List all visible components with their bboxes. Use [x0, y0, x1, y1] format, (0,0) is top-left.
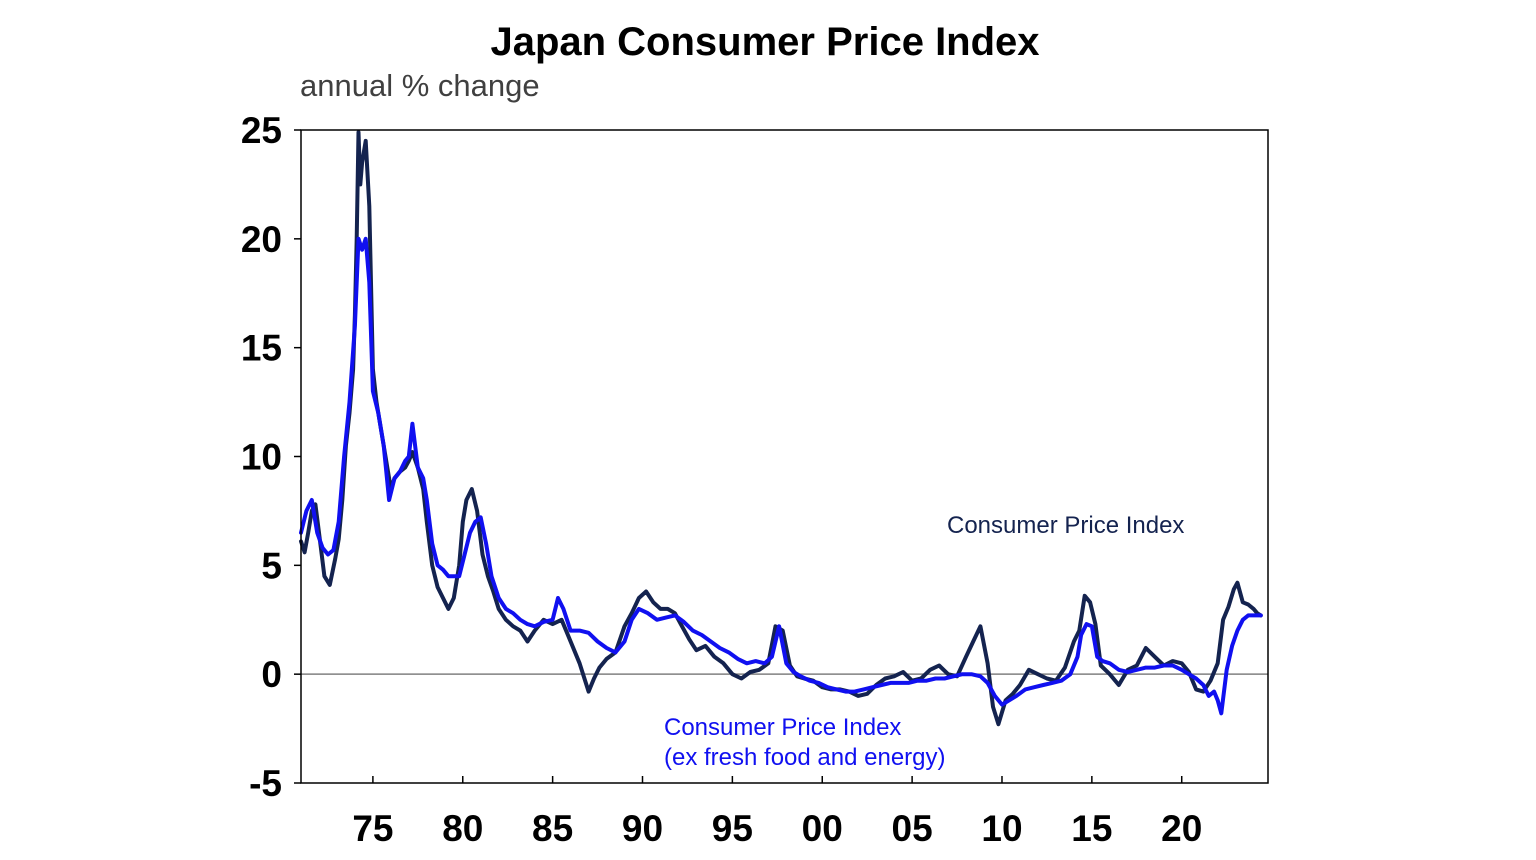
y-tick-label: 25 [241, 110, 282, 151]
plot-frame [300, 129, 1269, 784]
x-tick-label: 05 [892, 808, 933, 849]
x-tick-label: 75 [352, 808, 393, 849]
y-tick-label: 20 [241, 219, 282, 260]
series-label-cpi: Consumer Price Index [947, 512, 1184, 539]
y-tick-label: 15 [241, 328, 282, 369]
x-tick-label: 85 [532, 808, 573, 849]
x-tick-label: 90 [622, 808, 663, 849]
x-tick-label: 00 [802, 808, 843, 849]
x-tick-label: 80 [442, 808, 483, 849]
y-tick-label: -5 [249, 763, 282, 804]
chart-title: Japan Consumer Price Index [490, 20, 1039, 64]
x-tick-label: 10 [981, 808, 1022, 849]
x-tick-label: 95 [712, 808, 753, 849]
series-line-1 [299, 236, 1263, 716]
y-tick-label: 10 [241, 437, 282, 478]
x-tick-label: 20 [1161, 808, 1202, 849]
x-tick-label: 15 [1071, 808, 1112, 849]
series-label-core-cpi-line1: Consumer Price Index [664, 714, 901, 741]
y-tick-label: 0 [261, 654, 282, 695]
series-label-core-cpi-line2: (ex fresh food and energy) [664, 744, 946, 771]
y-tick-label: 5 [261, 545, 282, 586]
chart-subtitle: annual % change [300, 68, 540, 103]
